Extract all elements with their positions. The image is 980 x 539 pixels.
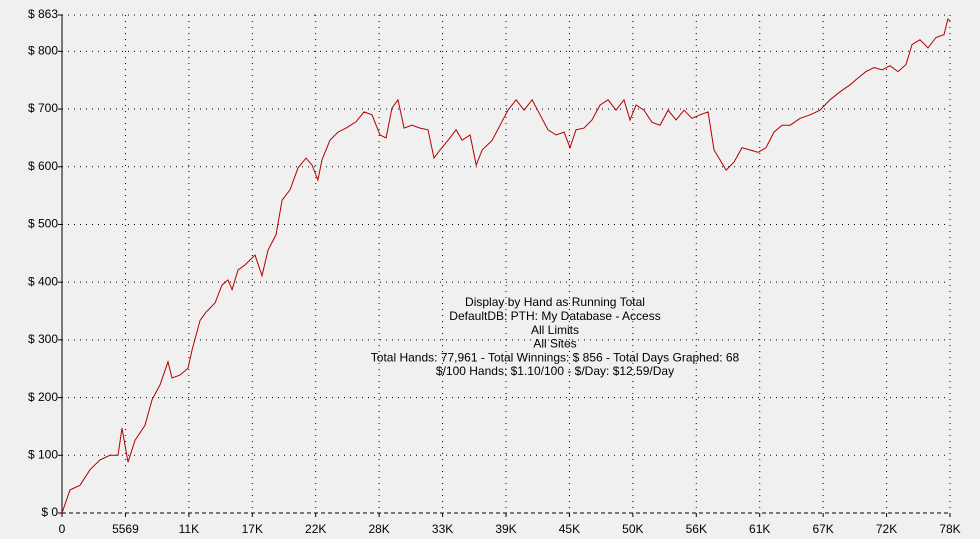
annotation: Display by Hand as Running Total <box>465 295 645 309</box>
x-tick-label: 28K <box>368 522 389 536</box>
x-tick-label: 22K <box>305 522 326 536</box>
x-tick-label: 72K <box>876 522 897 536</box>
annotation: $/100 Hands: $1.10/100 - $/Day: $12.59/D… <box>436 364 674 378</box>
x-tick-label: 78K <box>939 522 960 536</box>
annotation: Total Hands: 77,961 - Total Winnings: $ … <box>371 350 740 364</box>
annotation: All Sites <box>533 337 576 351</box>
x-tick-label: 17K <box>242 522 263 536</box>
x-tick-label: 50K <box>622 522 643 536</box>
line-series <box>61 18 951 514</box>
x-tick-label: 61K <box>749 522 770 536</box>
y-tick-label: $ 600 <box>28 159 58 173</box>
x-tick-label: 39K <box>495 522 516 536</box>
x-tick-label: 0 <box>59 522 66 536</box>
x-tick-label: 56K <box>686 522 707 536</box>
annotation: DefaultDB: PTH: My Database - Access <box>449 309 660 323</box>
y-tick-label: $ 700 <box>28 101 58 115</box>
x-tick-label: 45K <box>559 522 580 536</box>
y-tick-label: $ 200 <box>28 390 58 404</box>
x-tick-label: 11K <box>179 522 199 536</box>
x-tick-label: 67K <box>812 522 833 536</box>
y-tick-label: $ 863 <box>28 7 58 21</box>
y-tick-label: $ 400 <box>28 274 58 288</box>
x-tick-label: 5569 <box>112 522 139 536</box>
y-tick-label: $ 500 <box>28 217 58 231</box>
x-tick-label: 33K <box>432 522 453 536</box>
y-tick-label: $ 100 <box>28 447 58 461</box>
y-tick-label: $ 800 <box>28 44 58 58</box>
y-tick-label: $ 300 <box>28 332 58 346</box>
y-tick-label: $ 0 <box>41 505 58 519</box>
annotation: All Limits <box>531 323 579 337</box>
